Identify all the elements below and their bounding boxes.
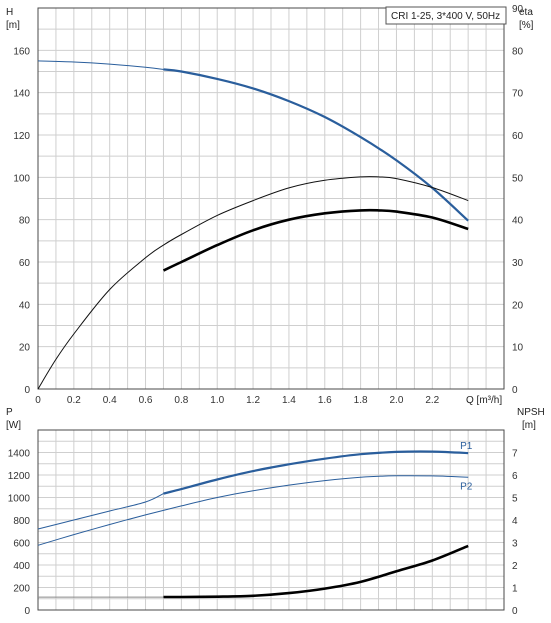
- p1-label: P1: [460, 441, 473, 452]
- bottom-left-tick-label: 1000: [8, 494, 31, 505]
- top-left-tick-label: 140: [13, 89, 30, 100]
- top-left-tick-label: 160: [13, 46, 30, 57]
- x-tick-label: 0: [35, 395, 41, 406]
- x-tick-label: 0.4: [103, 395, 117, 406]
- series-labels: P1 P2: [460, 441, 473, 492]
- top-left-axis-title: H: [6, 7, 13, 18]
- efficiency-curve-bold: [162, 208, 469, 272]
- bottom-right-tick-label: 4: [512, 516, 518, 527]
- top-left-tick-label: 60: [19, 258, 31, 269]
- top-right-tick-label: 40: [512, 216, 524, 227]
- bottom-right-tick-label: 5: [512, 494, 518, 505]
- bottom-left-axis-unit: [W]: [6, 420, 21, 431]
- bottom-right-tick-label: 2: [512, 561, 518, 572]
- x-tick-label: 0.2: [67, 395, 81, 406]
- bottom-right-tick-label: 0: [512, 606, 518, 617]
- power-p1-curve-thin: [37, 493, 164, 530]
- top-right-axis-title: eta: [519, 7, 533, 18]
- top-panel-frame: [37, 7, 505, 390]
- top-right-tick-label: 60: [512, 131, 524, 142]
- tick-labels: 0 0.2 0.4 0.6 0.8 1.0 1.2 1.4 1.6 1.8 2.0 2.2020406…: [8, 4, 524, 617]
- efficiency-curve-thin: [37, 176, 469, 390]
- power-p2-curve: [37, 475, 469, 546]
- p2-label: P2: [460, 481, 473, 492]
- pump-designation-box: [385, 6, 507, 25]
- x-tick-label: 1.0: [210, 395, 224, 406]
- bottom-left-tick-label: 200: [13, 584, 30, 595]
- bottom-panel-frame: [37, 429, 505, 611]
- top-right-tick-label: 50: [512, 173, 524, 184]
- bottom-left-tick-label: 1400: [8, 449, 31, 460]
- bottom-right-axis-title: NPSH: [517, 407, 545, 418]
- x-tick-label: 0.6: [139, 395, 153, 406]
- bottom-left-tick-label: 600: [13, 539, 30, 550]
- bottom-right-tick-label: 3: [512, 539, 518, 550]
- bottom-left-axis-title: P: [6, 407, 13, 418]
- top-right-tick-label: 80: [512, 46, 524, 57]
- x-tick-label: 2.0: [390, 395, 404, 406]
- top-right-tick-label: 30: [512, 258, 524, 269]
- bottom-right-axis-unit: [m]: [522, 420, 536, 431]
- bottom-right-tick-label: 1: [512, 584, 518, 595]
- data-series: [37, 60, 469, 599]
- x-tick-label: 1.4: [282, 395, 296, 406]
- x-tick-label: 2.2: [425, 395, 439, 406]
- top-left-tick-label: 0: [24, 385, 30, 396]
- head-curve-bold: [163, 68, 469, 222]
- top-left-tick-label: 100: [13, 173, 30, 184]
- bottom-right-tick-label: 6: [512, 471, 518, 482]
- bottom-panel-grid: [37, 429, 505, 611]
- top-right-tick-label: 20: [512, 300, 524, 311]
- top-right-tick-label: 10: [512, 343, 524, 354]
- top-right-tick-label: 0: [512, 385, 518, 396]
- x-axis-label: Q [m³/h]: [466, 395, 502, 406]
- bottom-left-tick-label: 400: [13, 561, 30, 572]
- top-right-tick-label: 70: [512, 89, 524, 100]
- top-left-tick-label: 40: [19, 300, 31, 311]
- bottom-right-tick-label: 7: [512, 449, 518, 460]
- top-right-axis-unit: [%]: [519, 20, 534, 31]
- top-left-axis-unit: [m]: [6, 20, 20, 31]
- bottom-left-tick-label: 800: [13, 516, 30, 527]
- top-left-tick-label: 80: [19, 216, 31, 227]
- x-tick-label: 1.8: [354, 395, 368, 406]
- top-left-tick-label: 120: [13, 131, 30, 142]
- bottom-left-tick-label: 1200: [8, 471, 31, 482]
- bottom-left-tick-label: 0: [24, 606, 30, 617]
- power-p1-curve-bold: [163, 450, 469, 495]
- x-tick-label: 1.2: [246, 395, 260, 406]
- top-left-tick-label: 20: [19, 343, 31, 354]
- head-curve-thin: [37, 60, 164, 70]
- top-panel-grid: [37, 7, 505, 390]
- pump-designation: CRI 1-25, 3*400 V, 50Hz: [391, 11, 500, 22]
- top-right-tick-label: 90: [512, 4, 524, 15]
- npsh-curve: [163, 544, 469, 599]
- x-tick-label: 0.8: [174, 395, 188, 406]
- x-tick-label: 1.6: [318, 395, 332, 406]
